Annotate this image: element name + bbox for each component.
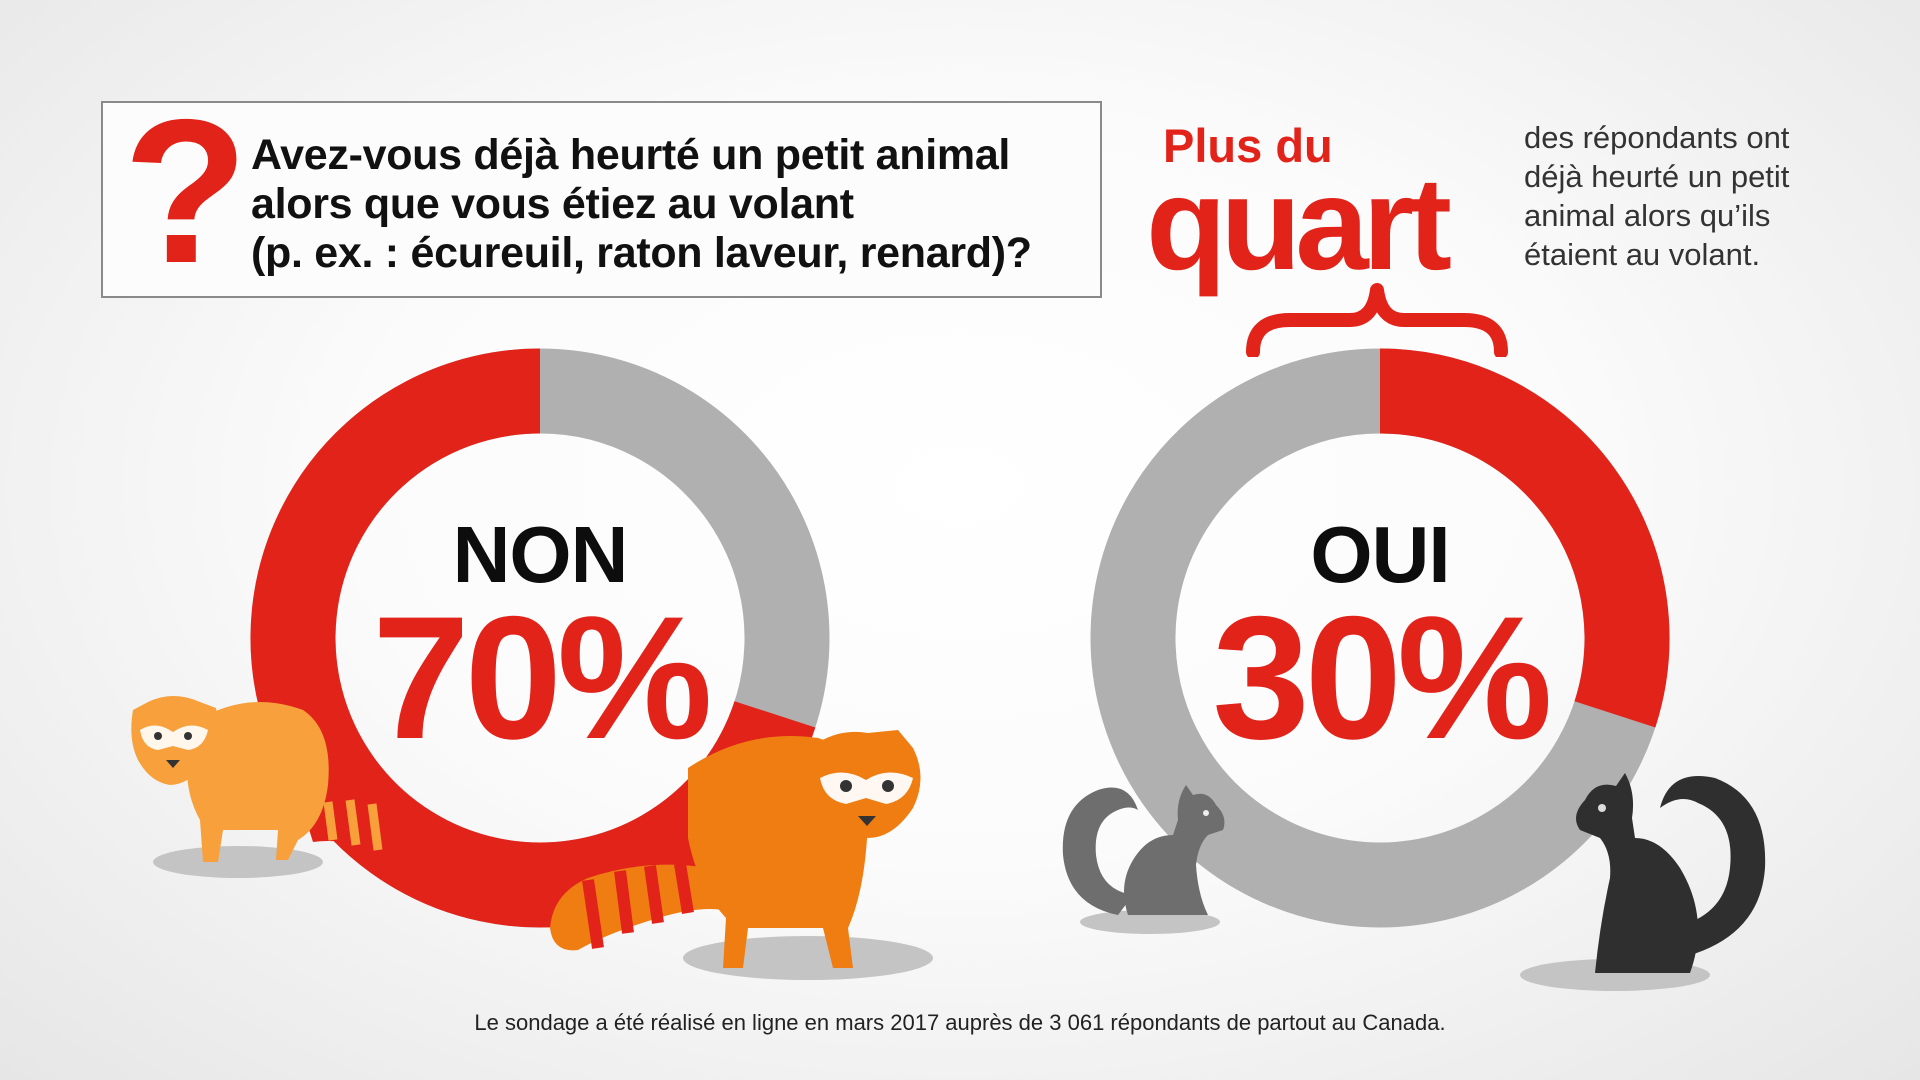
donut-center-oui: OUI 30% bbox=[1170, 510, 1590, 776]
callout-desc-line-3: animal alors qu’ils bbox=[1524, 198, 1771, 233]
question-text: Avez-vous déjà heurté un petit animal al… bbox=[251, 131, 1091, 278]
question-mark-icon: ? bbox=[123, 77, 249, 306]
question-line-2: alors que vous étiez au volant bbox=[251, 180, 854, 228]
donut-label-oui: OUI bbox=[1310, 510, 1450, 599]
callout-desc-line-4: étaient au volant. bbox=[1524, 237, 1761, 272]
donut-value-non: 70% bbox=[372, 581, 712, 776]
donut-chart-oui bbox=[1090, 348, 1670, 928]
callout-lead: Plus du bbox=[1163, 119, 1333, 172]
callout-description: des répondants ont déjà heurté un petit … bbox=[1524, 118, 1854, 274]
squirrel-small-shadow bbox=[1080, 910, 1220, 934]
footnote: Le sondage a été réalisé en ligne en mar… bbox=[474, 1010, 1446, 1035]
raccoon-icon-large bbox=[550, 730, 921, 968]
donut-center-non: NON 70% bbox=[330, 510, 750, 776]
donut-arc-oui bbox=[1379, 348, 1670, 728]
raccoon-icon bbox=[131, 696, 410, 862]
callout-big: quart bbox=[1146, 150, 1452, 297]
question-line-3: (p. ex. : écureuil, raton laveur, renard… bbox=[251, 229, 1032, 277]
donut-chart-non bbox=[250, 348, 830, 928]
callout-desc-line-2: déjà heurté un petit bbox=[1524, 159, 1790, 194]
squirrel-icon-large bbox=[1576, 773, 1766, 973]
callout-desc-line-1: des répondants ont bbox=[1524, 120, 1790, 155]
question-box: ? Avez-vous déjà heurté un petit animal … bbox=[101, 89, 1102, 298]
donut-arc-non bbox=[250, 348, 816, 928]
donut-label-non: NON bbox=[452, 510, 629, 599]
curly-brace-icon bbox=[1246, 283, 1508, 357]
donut-value-oui: 30% bbox=[1212, 581, 1552, 776]
squirrel-icon bbox=[1062, 785, 1225, 915]
question-line-1: Avez-vous déjà heurté un petit animal bbox=[251, 131, 1011, 179]
